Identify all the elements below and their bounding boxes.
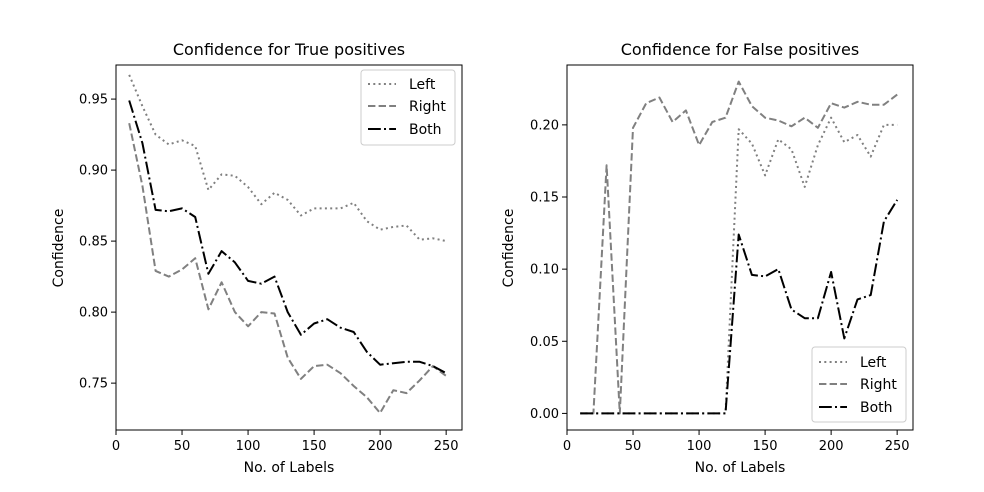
x-tick-label: 0 <box>112 439 120 454</box>
y-tick-label: 0.95 <box>79 93 108 108</box>
legend-label-left: Left <box>409 77 436 93</box>
x-tick-label: 150 <box>302 439 327 454</box>
legend-box <box>811 346 907 423</box>
ticks-layer: 0 50 100 150 200 250 0.75 0.80 0.85 0.90 0.95 <box>79 93 459 454</box>
plot-frame <box>115 64 463 431</box>
ticks-layer: 0 50 100 150 200 250 0.00 0.05 0.10 0.15 0.20 <box>530 118 910 454</box>
x-tick-label: 50 <box>174 439 191 454</box>
x-tick-label: 150 <box>753 439 778 454</box>
series-line-left <box>580 116 898 415</box>
series-line-both <box>580 199 899 415</box>
y-tick-label: 0.05 <box>530 335 559 350</box>
x-axis-label: No. of Labels <box>244 460 335 476</box>
series-line-right <box>128 122 447 414</box>
y-tick-label: 0.00 <box>530 407 559 422</box>
y-tick-label: 0.90 <box>79 164 108 179</box>
y-tick-label: 0.15 <box>530 191 559 206</box>
x-axis-label: No. of Labels <box>695 460 786 476</box>
x-tick-label: 0 <box>563 439 571 454</box>
legend: Left Right Both <box>360 69 456 146</box>
y-tick-label: 0.75 <box>79 377 108 392</box>
legend-box <box>360 69 456 146</box>
x-tick-label: 200 <box>819 439 844 454</box>
y-tick-label: 0.20 <box>530 118 559 133</box>
chart-title: Confidence for True positives <box>173 40 405 59</box>
y-tick-label: 0.80 <box>79 306 108 321</box>
x-tick-label: 250 <box>434 439 459 454</box>
x-tick-label: 100 <box>687 439 712 454</box>
series-layer <box>580 80 899 415</box>
chart-false-positives: Confidence for False positives 0 50 100 150… <box>501 40 914 476</box>
chart-true-positives: Confidence for True positives 0 50 100 150 2… <box>51 40 463 476</box>
plot-frame <box>566 64 914 431</box>
x-tick-label: 250 <box>885 439 910 454</box>
y-axis-label: Confidence <box>51 209 67 288</box>
series-line-both <box>128 100 447 375</box>
series-line-left <box>128 74 447 243</box>
legend-label-both: Both <box>860 400 893 416</box>
y-axis-label: Confidence <box>501 209 517 288</box>
chart-title: Confidence for False positives <box>621 40 859 59</box>
legend: Left Right Both <box>811 346 907 423</box>
legend-label-right: Right <box>860 377 897 393</box>
y-tick-label: 0.10 <box>530 263 559 278</box>
legend-label-both: Both <box>409 122 442 138</box>
y-tick-label: 0.85 <box>79 235 108 250</box>
x-tick-label: 100 <box>236 439 261 454</box>
series-line-right <box>580 80 898 415</box>
x-tick-label: 200 <box>368 439 393 454</box>
x-tick-label: 50 <box>625 439 642 454</box>
legend-label-left: Left <box>860 355 887 371</box>
series-layer <box>128 74 447 414</box>
legend-label-right: Right <box>409 99 446 115</box>
